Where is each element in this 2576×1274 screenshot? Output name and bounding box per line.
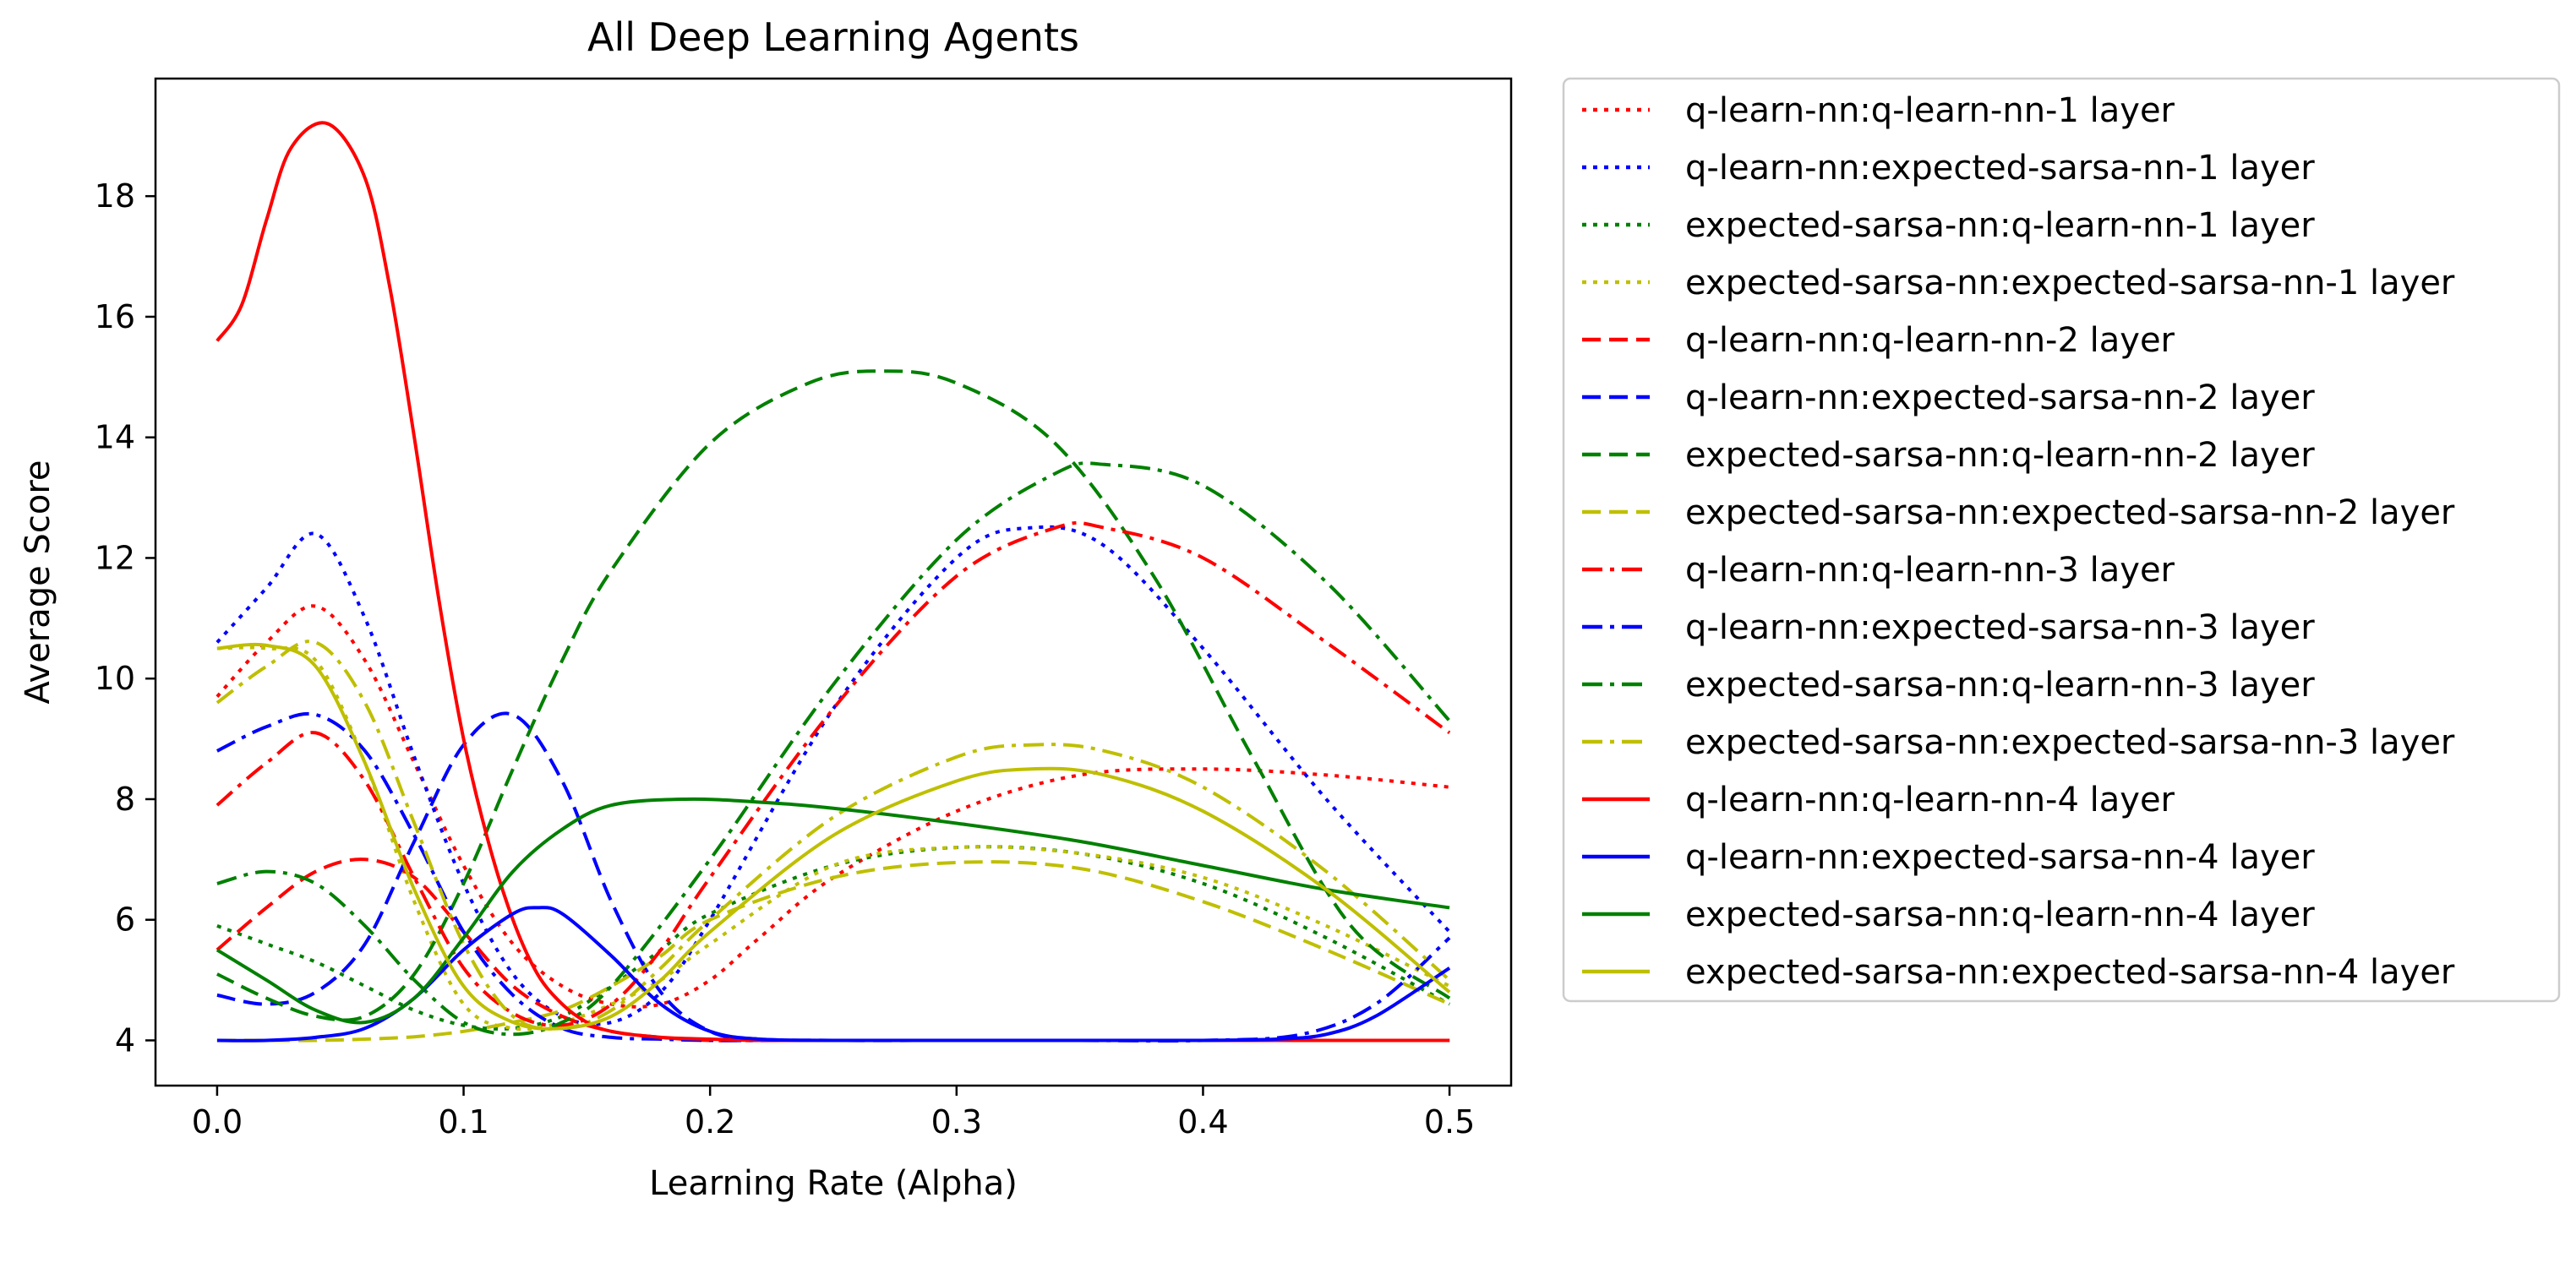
legend-label: expected-sarsa-nn:expected-sarsa-nn-1 la…: [1685, 264, 2455, 302]
legend-label: q-learn-nn:expected-sarsa-nn-1 layer: [1685, 149, 2315, 188]
legend-label: expected-sarsa-nn:q-learn-nn-4 layer: [1685, 896, 2315, 934]
legend-item: q-learn-nn:q-learn-nn-3 layer: [1582, 551, 2175, 590]
series-line-11: [216, 461, 1451, 1037]
series-line-3: [216, 845, 1451, 1031]
y-tick-label: 18: [95, 177, 135, 215]
x-tick-label: 0.1: [438, 1103, 488, 1141]
plot-frame: [154, 77, 1513, 1087]
legend-item: q-learn-nn:expected-sarsa-nn-4 layer: [1582, 838, 2315, 877]
legend-label: q-learn-nn:expected-sarsa-nn-3 layer: [1685, 608, 2315, 647]
series-line-14: [216, 906, 1451, 1043]
series-line-2: [216, 525, 1451, 1026]
x-axis: 0.0 0.1 0.2 0.3 0.4 0.5: [192, 1086, 1475, 1141]
series-line-4: [216, 645, 1450, 1032]
series-line-12: [216, 640, 1451, 1031]
legend-label: expected-sarsa-nn:expected-sarsa-nn-4 la…: [1685, 953, 2455, 992]
series-line-15: [216, 797, 1450, 1025]
legend-item: expected-sarsa-nn:expected-sarsa-nn-3 la…: [1582, 723, 2455, 762]
y-axis-title: Average Score: [19, 460, 57, 704]
x-tick-label: 0.4: [1177, 1103, 1228, 1141]
legend-item: expected-sarsa-nn:q-learn-nn-2 layer: [1582, 436, 2315, 475]
legend: q-learn-nn:q-learn-nn-1 layer q-learn-nn:…: [1562, 77, 2561, 1003]
legend-label: q-learn-nn:q-learn-nn-3 layer: [1685, 551, 2175, 590]
series-line-1: [216, 604, 1450, 1009]
y-tick-label: 14: [95, 419, 135, 456]
legend-label: expected-sarsa-nn:expected-sarsa-nn-2 la…: [1685, 493, 2455, 532]
legend-item: q-learn-nn:expected-sarsa-nn-2 layer: [1582, 378, 2315, 417]
legend-item: q-learn-nn:q-learn-nn-2 layer: [1582, 321, 2175, 360]
legend-label: expected-sarsa-nn:expected-sarsa-nn-3 la…: [1685, 723, 2455, 762]
y-tick-label: 16: [95, 298, 135, 335]
series-layer: [216, 121, 1451, 1043]
legend-label: expected-sarsa-nn:q-learn-nn-3 layer: [1685, 666, 2315, 705]
legend-label: expected-sarsa-nn:q-learn-nn-1 layer: [1685, 206, 2315, 245]
series-line-8: [216, 860, 1450, 1043]
legend-item: expected-sarsa-nn:expected-sarsa-nn-2 la…: [1582, 493, 2455, 532]
legend-label: q-learn-nn:expected-sarsa-nn-2 layer: [1685, 378, 2315, 417]
x-tick-label: 0.0: [192, 1103, 243, 1141]
series-line-7: [216, 369, 1451, 1022]
legend-item: expected-sarsa-nn:q-learn-nn-4 layer: [1582, 896, 2315, 934]
series-line-13: [216, 121, 1450, 1043]
legend-label: q-learn-nn:q-learn-nn-4 layer: [1685, 781, 2175, 819]
x-tick-label: 0.2: [685, 1103, 735, 1141]
y-axis: 4 6 8 10 12 14 16 18: [95, 177, 156, 1059]
x-axis-title: Learning Rate (Alpha): [649, 1164, 1018, 1203]
x-tick-label: 0.5: [1424, 1103, 1475, 1141]
x-tick-label: 0.3: [931, 1103, 982, 1141]
y-tick-label: 12: [95, 539, 135, 576]
y-tick-label: 10: [95, 660, 135, 697]
legend-item: q-learn-nn:q-learn-nn-4 layer: [1582, 781, 2175, 819]
legend-label: expected-sarsa-nn:q-learn-nn-2 layer: [1685, 436, 2315, 475]
legend-item: expected-sarsa-nn:q-learn-nn-3 layer: [1582, 666, 2315, 705]
y-tick-label: 8: [115, 781, 135, 818]
legend-item: q-learn-nn:q-learn-nn-1 layer: [1582, 91, 2175, 130]
legend-label: q-learn-nn:expected-sarsa-nn-4 layer: [1685, 838, 2315, 877]
legend-item: q-learn-nn:expected-sarsa-nn-3 layer: [1582, 608, 2315, 647]
legend-label: q-learn-nn:q-learn-nn-1 layer: [1685, 91, 2175, 130]
legend-item: expected-sarsa-nn:expected-sarsa-nn-1 la…: [1582, 264, 2455, 302]
series-line-9: [216, 520, 1451, 1027]
y-tick-label: 6: [115, 901, 135, 939]
series-line-5: [216, 858, 1450, 1043]
legend-item: expected-sarsa-nn:q-learn-nn-1 layer: [1582, 206, 2315, 245]
series-line-16: [216, 642, 1451, 1031]
legend-item: q-learn-nn:expected-sarsa-nn-1 layer: [1582, 149, 2315, 188]
legend-item: expected-sarsa-nn:expected-sarsa-nn-4 la…: [1582, 953, 2455, 992]
chart-title: All Deep Learning Agents: [587, 14, 1079, 60]
y-tick-label: 4: [115, 1021, 135, 1059]
legend-label: q-learn-nn:q-learn-nn-2 layer: [1685, 321, 2175, 360]
legend-frame: [1562, 77, 2561, 1003]
